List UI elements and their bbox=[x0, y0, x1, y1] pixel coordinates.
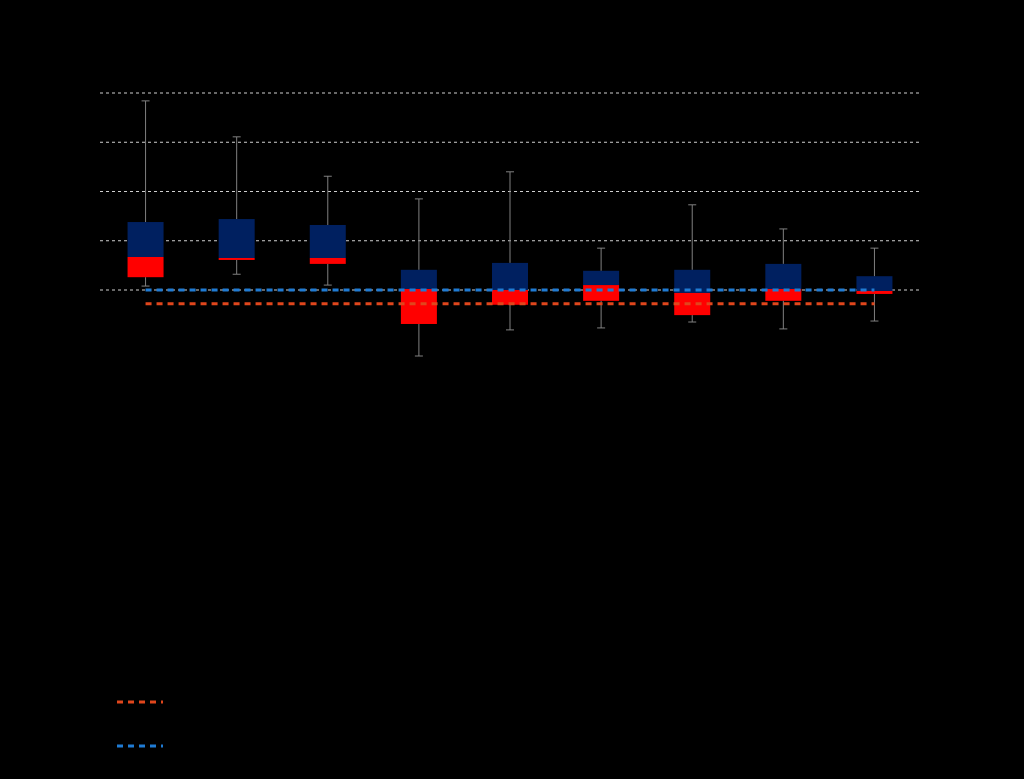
box-upper bbox=[400, 269, 437, 290]
box-upper bbox=[492, 262, 528, 290]
box-lower bbox=[856, 290, 893, 294]
box-upper bbox=[765, 263, 802, 290]
box-upper bbox=[127, 222, 164, 258]
box-lower bbox=[583, 285, 620, 301]
box-lower bbox=[492, 290, 528, 305]
box-upper bbox=[218, 219, 255, 258]
box-upper bbox=[856, 276, 893, 291]
box-upper bbox=[583, 270, 620, 286]
box-lower bbox=[674, 292, 711, 316]
box-lower bbox=[218, 257, 255, 260]
box-lower bbox=[765, 289, 802, 301]
box-lower bbox=[400, 289, 437, 324]
box-lower bbox=[309, 257, 346, 264]
box-upper bbox=[309, 224, 346, 258]
box-lower bbox=[127, 257, 164, 278]
box-upper bbox=[674, 269, 711, 293]
